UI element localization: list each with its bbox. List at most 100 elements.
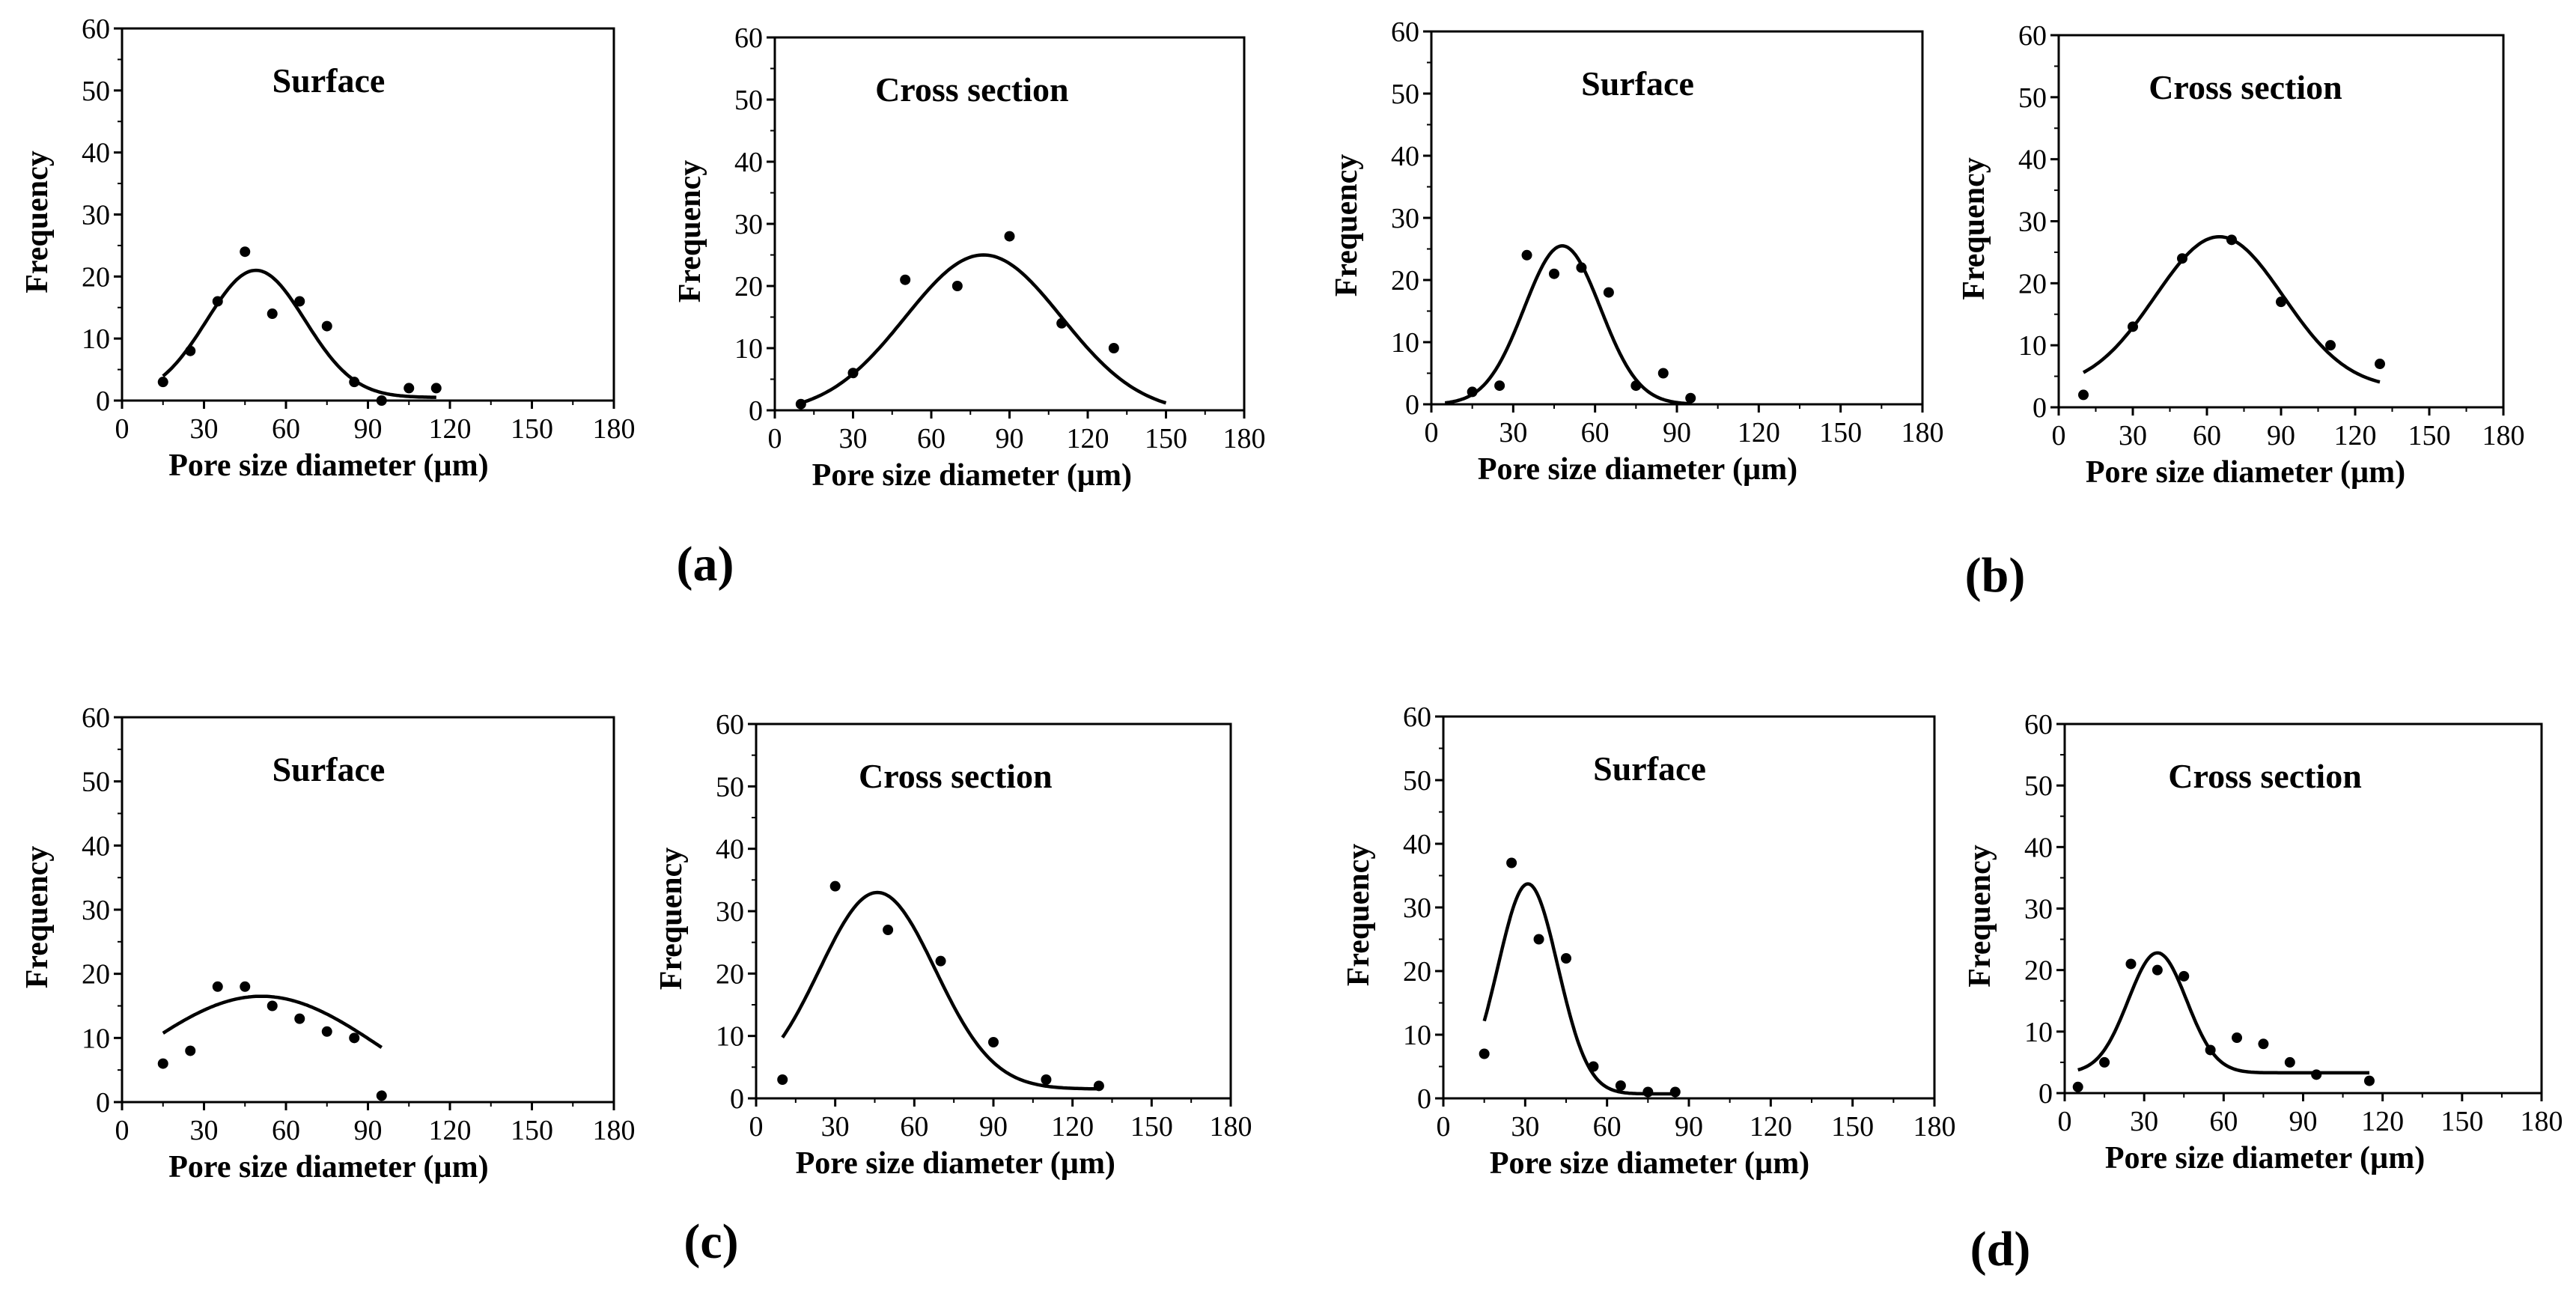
chart-5-y-tick-label: 10: [82, 1023, 110, 1054]
chart-3-data-point: [1521, 249, 1532, 261]
chart-2-data-point: [900, 274, 911, 285]
chart-7-x-tick-label: 120: [1750, 1111, 1792, 1143]
chart-6-x-tick-label: 30: [821, 1111, 850, 1143]
panel-label-d: (d): [1970, 1222, 2031, 1277]
chart-2-x-tick-label: 0: [768, 423, 782, 454]
chart-8-x-tick-label: 120: [2361, 1106, 2404, 1137]
chart-2-x-tick-label: 180: [1223, 423, 1266, 454]
chart-8-data-point: [2099, 1056, 2110, 1068]
chart-7-data-point: [1506, 857, 1517, 868]
chart-6-y-axis-label: Frequency: [654, 848, 689, 991]
chart-3-x-tick-label: 30: [1499, 417, 1527, 448]
chart-4-data-point: [2128, 321, 2138, 332]
chart-8-data-point: [2178, 970, 2190, 982]
chart-4-data-point: [2177, 253, 2187, 264]
chart-6-data-point: [883, 925, 894, 935]
chart-1-y-tick-label: 50: [82, 76, 110, 107]
chart-8-data-point: [2072, 1081, 2083, 1092]
chart-5-title: Surface: [272, 750, 386, 788]
chart-3-y-tick-label: 60: [1391, 16, 1419, 48]
chart-8-x-tick-label: 60: [2209, 1106, 2238, 1137]
chart-2-y-axis-label: Frequency: [673, 160, 707, 303]
chart-5-x-axis-label: Pore size diameter (µm): [168, 1150, 488, 1184]
chart-7-y-tick-label: 20: [1403, 956, 1431, 988]
chart-3-y-tick-label: 30: [1391, 203, 1419, 234]
chart-7-x-tick-label: 30: [1511, 1111, 1539, 1143]
chart-2-title: Cross section: [875, 70, 1069, 109]
chart-2-y-tick-label: 0: [749, 395, 763, 427]
chart-6-x-tick-label: 90: [979, 1111, 1008, 1143]
chart-4-y-tick-label: 20: [2018, 268, 2047, 299]
chart-5-data-point: [212, 981, 223, 992]
chart-8-y-tick-label: 60: [2024, 709, 2053, 740]
chart-7-y-tick-label: 60: [1403, 702, 1431, 733]
chart-8-x-tick-label: 180: [2521, 1106, 2563, 1137]
chart-7-data-point: [1642, 1086, 1654, 1098]
chart-4-x-tick-label: 60: [2193, 420, 2221, 451]
chart-6-data-point: [777, 1074, 788, 1085]
chart-5-data-point: [267, 1000, 278, 1011]
chart-3-data-point: [1494, 380, 1505, 392]
chart-5-y-tick-label: 60: [82, 702, 110, 734]
chart-3-y-tick-label: 50: [1391, 79, 1419, 110]
chart-8-y-axis-label: Frequency: [1963, 845, 1997, 988]
panel-label-c: (c): [683, 1214, 738, 1269]
chart-3-title: Surface: [1581, 64, 1694, 103]
chart-8-data-point: [2205, 1044, 2216, 1056]
chart-5-y-tick-label: 30: [82, 895, 110, 926]
chart-4-x-tick-label: 180: [2482, 420, 2525, 451]
chart-3-data-point: [1685, 392, 1696, 404]
chart-3-y-tick-label: 40: [1391, 141, 1419, 172]
chart-7-x-tick-label: 0: [1437, 1111, 1451, 1143]
chart-8-title: Cross section: [2168, 757, 2362, 795]
panel-labels: (a) (b) (c) (d): [677, 537, 2031, 1277]
chart-8-data-point: [2152, 964, 2163, 976]
chart-5-data-point: [376, 1090, 387, 1101]
chart-8-data-point: [2232, 1032, 2243, 1044]
chart-1-y-tick-label: 60: [82, 13, 110, 45]
chart-8-y-tick-label: 10: [2024, 1017, 2053, 1048]
chart-8-y-tick-label: 0: [2038, 1078, 2053, 1110]
chart-7-title: Surface: [1593, 749, 1706, 788]
chart-8-y-tick-label: 50: [2024, 770, 2053, 802]
chart-1-data-point: [212, 296, 223, 307]
chart-8-y-tick-label: 40: [2024, 832, 2053, 863]
chart-4-x-tick-label: 120: [2334, 420, 2377, 451]
chart-5-x-tick-label: 120: [429, 1115, 472, 1146]
chart-3-x-axis-label: Pore size diameter (µm): [1478, 452, 1797, 487]
chart-5-y-tick-label: 0: [96, 1087, 110, 1119]
chart-2-y-tick-label: 60: [734, 22, 763, 54]
chart-6-y-tick-label: 40: [716, 834, 744, 866]
chart-1-x-tick-label: 0: [115, 413, 130, 445]
chart-8-x-tick-label: 0: [2058, 1106, 2072, 1137]
chart-3-data-point: [1549, 268, 1559, 279]
chart-1-x-tick-label: 60: [272, 413, 300, 445]
chart-2-y-tick-label: 40: [734, 147, 763, 178]
chart-5-x-tick-label: 90: [354, 1115, 383, 1146]
chart-4-x-tick-label: 30: [2119, 420, 2147, 451]
chart-7-x-tick-label: 150: [1831, 1111, 1874, 1143]
chart-5-y-tick-label: 40: [82, 830, 110, 862]
chart-7-data-point: [1615, 1080, 1626, 1091]
chart-2-data-point: [1056, 317, 1068, 329]
chart-4-x-tick-label: 0: [2052, 420, 2066, 451]
chart-3-y-tick-label: 20: [1391, 265, 1419, 296]
chart-6-data-point: [1093, 1080, 1104, 1092]
chart-4-y-tick-label: 60: [2018, 20, 2047, 52]
chart-4-y-tick-label: 10: [2018, 330, 2047, 362]
chart-7-data-point: [1669, 1086, 1681, 1098]
chart-1-data-point: [376, 395, 387, 406]
chart-5: Surface 0 30 60 90 120 150 180 0 10 20 30 40 50 60 Pore…: [20, 702, 636, 1184]
chart-4: Cross section 0 30 60 90 120 150 180 0 10 20 30 40 50…: [1957, 20, 2525, 490]
chart-4-data-point: [2078, 389, 2089, 401]
chart-6-x-axis-label: Pore size diameter (µm): [796, 1146, 1115, 1181]
chart-3-x-tick-label: 180: [1901, 417, 1944, 448]
panel-label-b: (b): [1965, 548, 2026, 603]
chart-4-x-tick-label: 150: [2408, 420, 2451, 451]
chart-5-data-point: [185, 1045, 196, 1056]
chart-8-data-point: [2258, 1038, 2269, 1050]
chart-3-data-point: [1657, 368, 1669, 379]
chart-5-x-tick-label: 150: [511, 1115, 553, 1146]
